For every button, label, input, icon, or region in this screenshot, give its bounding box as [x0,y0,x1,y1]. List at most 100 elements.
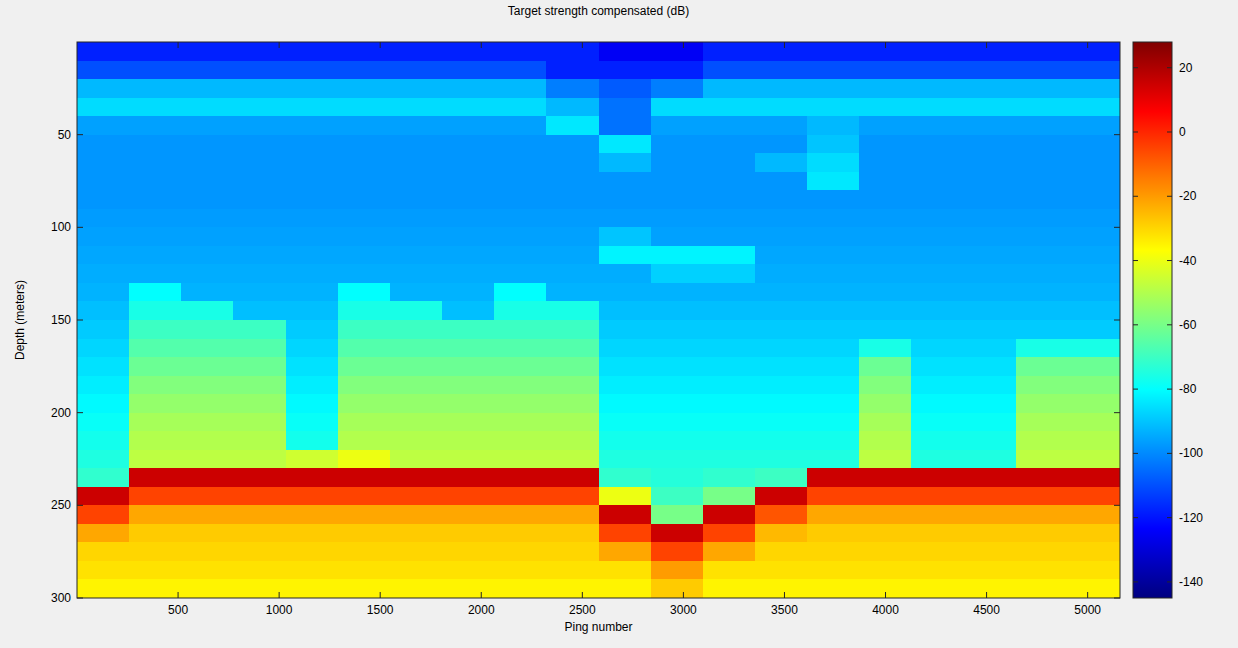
heat-cell [129,376,182,395]
heat-cell [911,153,964,172]
heat-cell [964,61,1017,80]
heat-cell [77,172,130,191]
heat-cell [494,450,547,469]
x-tick [582,592,583,598]
heat-cell [286,320,339,339]
heat-cell [599,579,652,598]
heat-cell [442,339,495,358]
heat-cell [546,135,599,154]
heat-cell [338,79,391,98]
heat-cell [390,42,443,61]
x-tick-label: 4500 [973,603,1000,617]
y-tick [77,134,83,135]
heat-cell [599,487,652,506]
heat-cell [546,209,599,228]
heat-cell [338,505,391,524]
heat-cell [703,42,756,61]
heat-cell [807,246,860,265]
heat-cell [859,413,912,432]
heat-cell [129,542,182,561]
heat-cell [807,487,860,506]
heat-cell [181,542,234,561]
heat-cell [494,190,547,209]
heat-cell [546,431,599,450]
heat-cell [546,190,599,209]
x-tick-top [1087,42,1088,48]
heat-cell [129,301,182,320]
heat-cell [77,79,130,98]
heat-cell [859,209,912,228]
heat-cell [755,450,808,469]
y-tick-right [1114,598,1120,599]
heat-cell [599,283,652,302]
heat-cell [1016,505,1069,524]
heat-cell [286,561,339,580]
colorbar-tick [1133,453,1138,454]
heat-cell [807,450,860,469]
heat-cell [546,246,599,265]
x-tick-label: 5000 [1074,603,1101,617]
heat-cell [442,116,495,135]
heat-cell [494,153,547,172]
heat-cell [494,61,547,80]
heat-cell [129,190,182,209]
heat-cell [338,413,391,432]
heat-cell [807,339,860,358]
heat-cell [703,264,756,283]
y-tick-label: 250 [51,498,71,512]
heat-cell [286,135,339,154]
heat-cell [755,61,808,80]
heat-cell [77,487,130,506]
x-tick-top [683,42,684,48]
heat-cell [181,42,234,61]
heat-cell [129,431,182,450]
heat-cell [233,98,286,117]
heat-cell [911,246,964,265]
heat-cell [651,190,704,209]
heat-cell [651,468,704,487]
colorbar-tick [1133,260,1138,261]
heat-cell [703,505,756,524]
heat-cell [181,376,234,395]
heat-cell [494,524,547,543]
heat-cell [911,561,964,580]
colorbar-tick-label: -60 [1179,318,1197,332]
heat-cell [546,339,599,358]
heat-cell [494,135,547,154]
heat-cell [338,376,391,395]
heat-cell [599,524,652,543]
x-tick [380,592,381,598]
heat-cell [911,98,964,117]
heat-cell [599,394,652,413]
heat-cell [651,116,704,135]
heat-cell [651,135,704,154]
heat-cell [703,283,756,302]
heat-cell [1068,431,1120,450]
heat-cell [77,42,130,61]
heat-cell [807,413,860,432]
heat-cell [911,320,964,339]
heat-cell [755,227,808,246]
heat-cell [651,524,704,543]
y-tick-label: 150 [51,313,71,327]
heat-cell [286,116,339,135]
heat-cell [651,376,704,395]
heat-cell [755,135,808,154]
heat-cell [1068,116,1120,135]
heat-cell [390,376,443,395]
heat-cell [1068,135,1120,154]
heat-cell [390,116,443,135]
heat-cell [599,264,652,283]
heat-cell [964,394,1017,413]
heat-cell [651,320,704,339]
cells [77,42,1120,598]
heat-cell [129,153,182,172]
heat-cell [181,135,234,154]
heat-cell [807,209,860,228]
heat-cell [338,227,391,246]
heat-cell [807,320,860,339]
heat-cell [338,301,391,320]
heat-cell [77,579,130,598]
heat-cell [599,79,652,98]
title: Target strength compensated (dB) [508,4,689,18]
